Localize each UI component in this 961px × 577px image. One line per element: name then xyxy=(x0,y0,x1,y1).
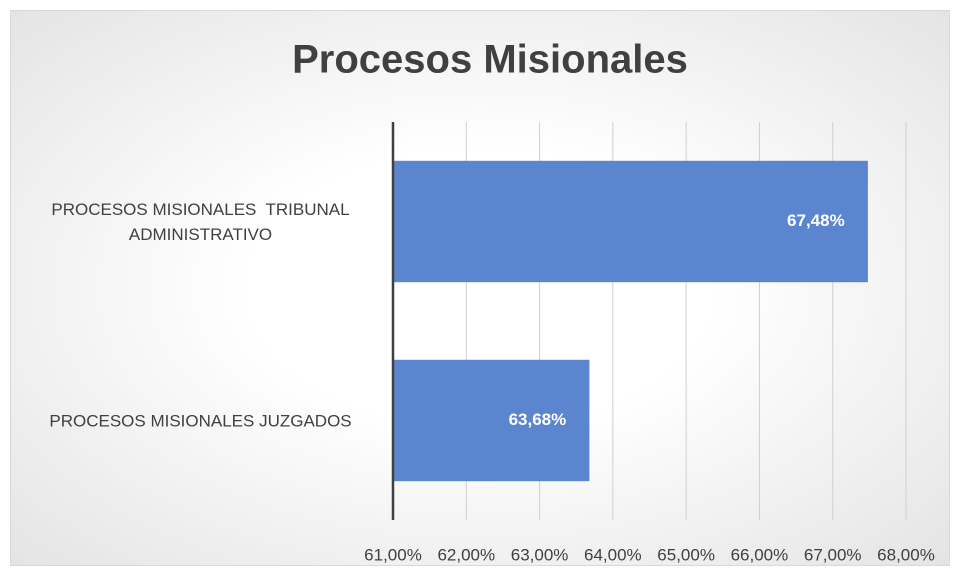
x-tick-label: 68,00% xyxy=(877,545,935,564)
x-tick-label: 61,00% xyxy=(364,545,422,564)
value-label: 67,48% xyxy=(787,211,845,230)
x-tick-label: 67,00% xyxy=(804,545,862,564)
x-tick-label: 66,00% xyxy=(731,545,789,564)
bar xyxy=(393,160,868,283)
x-tick-label: 64,00% xyxy=(584,545,642,564)
chart-title: Procesos Misionales xyxy=(292,38,688,82)
x-tick-label: 63,00% xyxy=(511,545,569,564)
y-tick-label: PROCESOS MISIONALES TRIBUNAL ADMINISTRAT… xyxy=(51,199,354,244)
x-tick-label: 62,00% xyxy=(437,545,495,564)
x-tick-label: 65,00% xyxy=(657,545,715,564)
bar xyxy=(393,359,590,482)
value-label: 63,68% xyxy=(509,410,567,429)
y-tick-label: PROCESOS MISIONALES JUZGADOS xyxy=(49,411,352,430)
